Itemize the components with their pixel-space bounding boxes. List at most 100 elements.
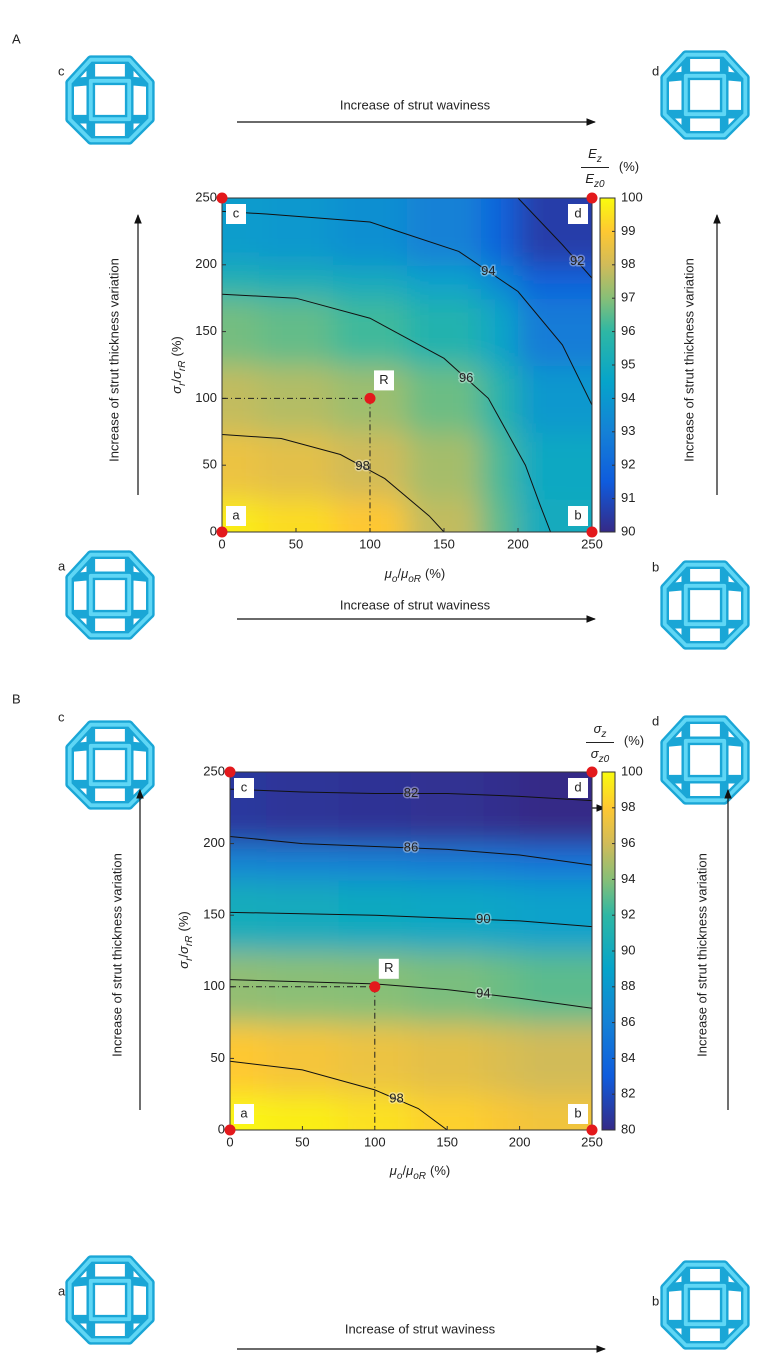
heat-cell bbox=[259, 298, 334, 366]
heat-cell bbox=[518, 365, 592, 433]
point-label-box bbox=[568, 506, 588, 526]
colorbar-tick-label: 90 bbox=[621, 942, 635, 957]
colorbar-tick-label: 97 bbox=[621, 290, 635, 305]
axis-label: μo/μoR (%) bbox=[389, 1163, 450, 1181]
lattice-label: d bbox=[652, 63, 659, 78]
x-tick-label: 250 bbox=[581, 1134, 603, 1149]
heat-cell bbox=[266, 951, 340, 1024]
point bbox=[369, 981, 381, 993]
x-tick-label: 50 bbox=[289, 536, 303, 551]
label-part: o bbox=[392, 574, 398, 585]
label-part: / bbox=[397, 566, 401, 581]
point-label: d bbox=[574, 779, 581, 794]
label-part: z0 bbox=[593, 179, 605, 190]
lattice-image bbox=[70, 1260, 151, 1341]
label-part: z bbox=[600, 729, 606, 740]
label-part: E bbox=[585, 171, 594, 186]
point-label: a bbox=[240, 1105, 248, 1120]
point-label: a bbox=[232, 507, 240, 522]
colorbar-tick-label: 100 bbox=[621, 189, 643, 204]
contour-label: 86 bbox=[404, 839, 418, 854]
arrow-text: Increase of strut waviness bbox=[340, 97, 491, 112]
point-label-box bbox=[226, 506, 246, 526]
y-tick-label: 50 bbox=[203, 457, 217, 472]
y-tick-label: 0 bbox=[218, 1121, 225, 1136]
plot-frame bbox=[221, 197, 593, 533]
heat-cell bbox=[407, 365, 482, 433]
x-tick-label: 100 bbox=[364, 1134, 386, 1149]
colorbar-tick-label: 86 bbox=[621, 1014, 635, 1029]
axis-label: Ez0 bbox=[585, 171, 605, 189]
arrow-text: Increase of strut waviness bbox=[345, 1321, 496, 1336]
x-tick-label: 0 bbox=[226, 1134, 233, 1149]
x-tick-label: 200 bbox=[507, 536, 529, 551]
point-label-box bbox=[226, 204, 246, 224]
point-label-box bbox=[568, 778, 588, 798]
heat-cell bbox=[338, 772, 412, 845]
label-part: μ bbox=[400, 566, 408, 581]
colorbar-tick-label: 96 bbox=[621, 835, 635, 850]
point bbox=[364, 392, 376, 404]
contour-line bbox=[230, 1060, 448, 1130]
lattice-label: a bbox=[58, 558, 66, 573]
label-part: σ bbox=[176, 945, 191, 954]
heat-cell bbox=[519, 879, 592, 952]
y-tick-label: 250 bbox=[195, 189, 217, 204]
lattice-image bbox=[665, 565, 746, 646]
label-part: z0 bbox=[598, 754, 610, 765]
label-part: σ bbox=[169, 370, 184, 379]
point bbox=[586, 192, 598, 204]
heat-cell bbox=[519, 951, 592, 1024]
y-tick-label: 50 bbox=[211, 1050, 225, 1065]
label-part: / bbox=[169, 379, 184, 383]
plot-frame bbox=[229, 771, 593, 1131]
y-tick-label: 0 bbox=[210, 523, 217, 538]
label-part: σ bbox=[169, 385, 184, 394]
heat-cell bbox=[411, 1022, 485, 1096]
point-label-box bbox=[234, 1104, 254, 1124]
contour-label: 96 bbox=[459, 370, 473, 385]
label-part: σ bbox=[591, 746, 600, 761]
arrow-text: Increase of strut thickness variation bbox=[681, 258, 696, 462]
heat-cell bbox=[518, 431, 592, 500]
axis-label: σr/σrR(%) bbox=[176, 911, 194, 968]
lattice-image bbox=[70, 725, 151, 806]
point-label: c bbox=[233, 205, 240, 220]
label-part: σ bbox=[176, 960, 191, 969]
lattice-label: b bbox=[652, 1293, 659, 1308]
lattice-image bbox=[665, 55, 746, 136]
contour-line bbox=[222, 433, 445, 532]
arrow-text: Increase of strut thickness variation bbox=[694, 853, 709, 1057]
y-tick-label: 100 bbox=[203, 978, 225, 993]
heat-cell bbox=[411, 879, 485, 952]
heatmap-soft bbox=[222, 198, 592, 532]
y-tick-label: 150 bbox=[195, 323, 217, 338]
point bbox=[224, 1124, 236, 1136]
label-part: (%) bbox=[619, 159, 639, 174]
colorbar-tick-label: 94 bbox=[621, 390, 635, 405]
label-part: (%) bbox=[425, 566, 445, 581]
label-part: / bbox=[402, 1163, 406, 1178]
axis-label: σz0 bbox=[591, 746, 610, 764]
label-part: E bbox=[588, 146, 597, 161]
x-tick-label: 250 bbox=[581, 536, 603, 551]
y-tick-label: 200 bbox=[203, 835, 225, 850]
label-part: z bbox=[596, 154, 602, 165]
contour-line bbox=[230, 911, 592, 928]
lattice-label: c bbox=[58, 709, 65, 724]
label-part: oR bbox=[413, 1171, 426, 1182]
point bbox=[586, 526, 598, 538]
colorbar-tick-label: 93 bbox=[621, 423, 635, 438]
arrow-text: Increase of strut thickness variation bbox=[106, 258, 121, 462]
heat-cell bbox=[333, 198, 408, 266]
heatmap-soft bbox=[230, 772, 592, 1130]
panel: Ac d a b Increase of strut waviness Increase … bbox=[12, 31, 745, 645]
point bbox=[216, 526, 228, 538]
label-part: / bbox=[176, 954, 191, 958]
arrow-text: Increase of strut waviness bbox=[340, 597, 491, 612]
colorbar-tick-label: 82 bbox=[621, 1086, 635, 1101]
label-part: μ bbox=[389, 1163, 397, 1178]
lattice-image bbox=[665, 1265, 746, 1346]
label-part: o bbox=[397, 1171, 403, 1182]
